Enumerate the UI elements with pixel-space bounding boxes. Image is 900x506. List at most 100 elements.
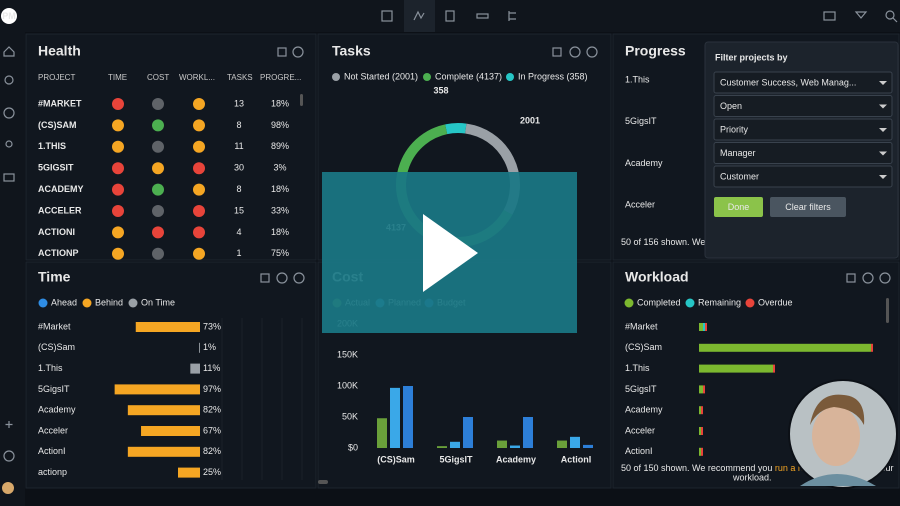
workload-bar bbox=[699, 385, 703, 394]
status-dot bbox=[152, 183, 164, 196]
select-value[interactable]: Customer bbox=[720, 171, 759, 181]
cost-bar bbox=[390, 387, 400, 448]
select-box[interactable] bbox=[713, 165, 893, 188]
webcam-shirt bbox=[800, 474, 876, 486]
status-dot bbox=[112, 140, 124, 153]
scrollbar bbox=[886, 298, 889, 323]
project-name: ACADEMY bbox=[38, 184, 84, 194]
panel-title: Workload bbox=[625, 269, 689, 285]
project-name: 5GigsIT bbox=[625, 116, 657, 126]
legend-label: Complete (4137) bbox=[435, 71, 502, 81]
time-bar bbox=[178, 467, 200, 478]
legend-dot bbox=[745, 298, 755, 308]
column-header: TASKS bbox=[227, 73, 253, 82]
status-dot bbox=[152, 98, 164, 110]
project-name: Acceler bbox=[625, 199, 655, 209]
status-dot bbox=[112, 247, 124, 260]
select-box[interactable] bbox=[713, 118, 893, 141]
row-label: (CS)Sam bbox=[625, 342, 662, 352]
time-bar bbox=[114, 384, 200, 395]
clear-button[interactable] bbox=[770, 197, 846, 217]
report-link[interactable]: run a report bbox=[775, 463, 822, 473]
project-name: (CS)SAM bbox=[38, 120, 77, 130]
x-tick-label: ActionI bbox=[561, 454, 592, 464]
status-dot bbox=[152, 205, 164, 217]
scrollbar bbox=[300, 94, 303, 106]
toolbar-icons[interactable] bbox=[381, 10, 898, 23]
popup-title: Filter projects by bbox=[715, 52, 788, 62]
row-label: #Market bbox=[38, 321, 71, 331]
y-tick-label: 100K bbox=[337, 380, 358, 390]
progress-percent: 18% bbox=[271, 98, 289, 108]
status-dot bbox=[112, 119, 124, 132]
done-button[interactable] bbox=[714, 197, 763, 217]
done-label[interactable]: Done bbox=[728, 202, 750, 212]
note-text: 50 of 150 shown. We recommend you bbox=[621, 463, 775, 473]
task-count: 8 bbox=[236, 184, 241, 194]
workload-bar bbox=[701, 427, 703, 435]
legend-dot bbox=[685, 298, 695, 308]
project-name: ACTIONP bbox=[38, 248, 79, 258]
webcam-hair bbox=[810, 394, 865, 425]
value-label: 73% bbox=[203, 321, 221, 331]
workload-bar bbox=[703, 385, 705, 394]
status-dot bbox=[112, 183, 124, 196]
select-value[interactable]: Manager bbox=[720, 148, 756, 158]
row-label: actionp bbox=[38, 467, 67, 477]
legend-dot bbox=[128, 298, 138, 308]
select-box[interactable] bbox=[713, 95, 893, 117]
y-tick-label: $0 bbox=[348, 442, 358, 452]
column-header: WORKL... bbox=[179, 73, 215, 82]
project-name: ACTIONI bbox=[38, 227, 75, 237]
panel-icons[interactable] bbox=[260, 46, 891, 284]
play-icon[interactable] bbox=[423, 214, 478, 292]
webcam-person bbox=[812, 406, 860, 466]
workload-bar bbox=[703, 323, 705, 331]
select-value[interactable]: Customer Success, Web Manag... bbox=[720, 77, 856, 87]
scroll-thumb bbox=[318, 480, 328, 484]
workload-bar bbox=[701, 406, 703, 415]
logo bbox=[1, 8, 17, 24]
row-label: Academy bbox=[625, 405, 663, 415]
select-arrow bbox=[879, 175, 887, 179]
row-label: Acceler bbox=[625, 425, 655, 435]
row-label: 1.This bbox=[625, 363, 650, 373]
task-count: 1 bbox=[236, 248, 241, 258]
task-count: 15 bbox=[234, 205, 244, 215]
status-dot bbox=[193, 98, 205, 110]
progress-percent: 89% bbox=[271, 141, 289, 151]
task-count: 8 bbox=[236, 120, 241, 130]
y-tick-label: 50K bbox=[342, 411, 358, 421]
select-arrow bbox=[879, 151, 887, 156]
time-bar bbox=[141, 426, 200, 436]
status-dot bbox=[112, 162, 124, 175]
status-dot bbox=[152, 162, 164, 175]
donut-label: 2001 bbox=[520, 115, 540, 125]
workload-bar bbox=[705, 323, 707, 331]
column-header: PROGRE... bbox=[260, 73, 301, 82]
clear-label[interactable]: Clear filters bbox=[785, 202, 831, 212]
column-header: PROJECT bbox=[38, 73, 75, 82]
x-tick-label: 5GigsIT bbox=[439, 454, 473, 464]
legend-label: In Progress (358) bbox=[518, 71, 588, 81]
status-dot bbox=[152, 140, 164, 153]
select-box[interactable] bbox=[713, 71, 893, 94]
legend-label: Completed bbox=[637, 297, 681, 307]
cost-bar bbox=[510, 445, 520, 448]
progress-percent: 33% bbox=[271, 205, 289, 215]
legend-label: Remaining bbox=[698, 297, 741, 307]
select-box[interactable] bbox=[713, 142, 893, 164]
sidebar-icons[interactable] bbox=[2, 46, 15, 494]
time-bar bbox=[199, 342, 200, 353]
logo-text: PM bbox=[2, 11, 16, 21]
legend-label: On Time bbox=[141, 297, 175, 307]
select-value[interactable]: Priority bbox=[720, 124, 749, 134]
panel-title: Health bbox=[38, 43, 81, 59]
select-value[interactable]: Open bbox=[720, 101, 742, 111]
status-dot bbox=[152, 247, 164, 260]
legend-dot bbox=[82, 298, 92, 308]
workload-bar bbox=[699, 364, 773, 373]
value-label: 25% bbox=[203, 467, 221, 477]
project-name: 1.THIS bbox=[38, 141, 66, 151]
column-header: COST bbox=[147, 73, 169, 82]
